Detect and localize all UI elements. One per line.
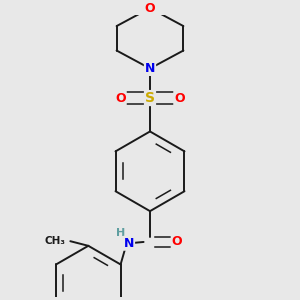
Text: O: O (174, 92, 185, 105)
Text: N: N (124, 237, 134, 250)
Text: N: N (145, 62, 155, 75)
Text: CH₃: CH₃ (44, 236, 65, 246)
Text: S: S (145, 91, 155, 105)
Text: H: H (116, 228, 125, 238)
Text: O: O (145, 2, 155, 15)
Text: O: O (172, 236, 182, 248)
Text: O: O (115, 92, 126, 105)
